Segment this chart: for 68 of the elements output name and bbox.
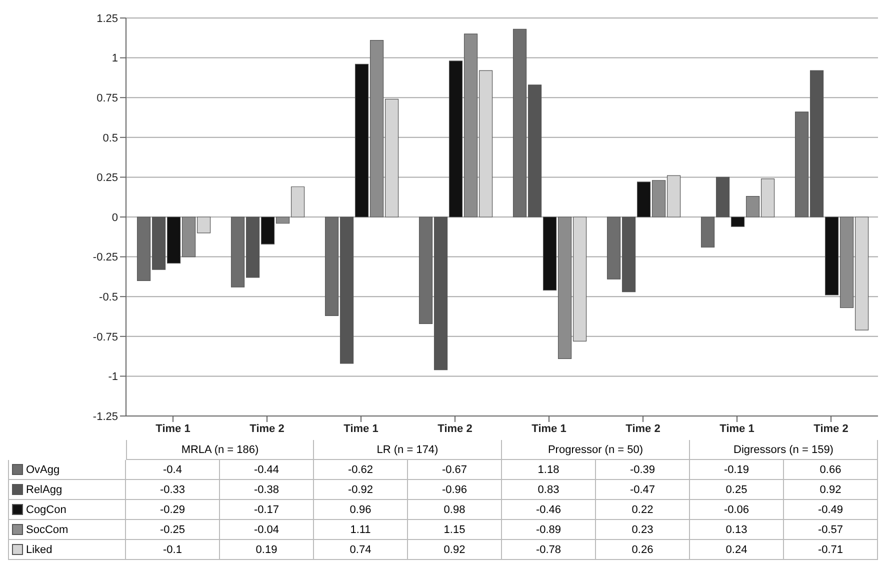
- x-tick-label: Time 2: [250, 422, 284, 435]
- legend-label: SocCom: [26, 522, 68, 538]
- data-label: -0.17: [220, 500, 314, 520]
- data-label: -0.44: [220, 460, 314, 480]
- x-tick-label: Time 2: [626, 422, 660, 435]
- data-label: 0.26: [596, 540, 690, 560]
- data-label: -0.1: [126, 540, 220, 560]
- y-tick-label: -0.25: [92, 252, 118, 264]
- y-tick-label: 0.75: [96, 92, 118, 105]
- data-label: 0.92: [408, 540, 502, 560]
- legend-label: CogCon: [26, 502, 66, 518]
- x-tick-label: Time 2: [814, 422, 848, 435]
- data-label: -0.47: [596, 480, 690, 500]
- x-tick-label: Time 1: [344, 422, 378, 435]
- x-tick-label: Time 2: [438, 422, 472, 435]
- data-label: 0.22: [596, 500, 690, 520]
- y-tick-label: 0.25: [96, 172, 118, 184]
- data-label: -0.96: [408, 480, 502, 500]
- data-label: -0.25: [126, 520, 220, 540]
- legend-label: OvAgg: [26, 462, 60, 478]
- y-tick-label: -0.5: [99, 292, 118, 304]
- data-label: -0.46: [502, 500, 596, 520]
- data-label: 0.96: [314, 500, 408, 520]
- data-label: 1.15: [408, 520, 502, 540]
- data-label: 1.11: [314, 520, 408, 540]
- data-label: -0.29: [126, 500, 220, 520]
- text: LR (n = 174): [314, 440, 502, 460]
- y-tick-label: 0.5: [102, 132, 118, 144]
- data-label: -0.19: [690, 460, 784, 480]
- data-label: 0.66: [784, 460, 878, 480]
- y-tick-label: 0: [112, 212, 118, 224]
- data-label: 0.25: [690, 480, 784, 500]
- data-label: -0.67: [408, 460, 502, 480]
- x-tick-label: Time 1: [532, 422, 566, 435]
- data-label: 0.24: [690, 540, 784, 560]
- data-label: -0.71: [784, 540, 878, 560]
- x-tick-label: Time 1: [720, 422, 754, 435]
- text: MRLA (n = 186): [126, 440, 314, 460]
- data-label: -0.38: [220, 480, 314, 500]
- data-label: 0.98: [408, 500, 502, 520]
- data-label: -0.06: [690, 500, 784, 520]
- x-tick-label: Time 1: [156, 422, 190, 435]
- data-label: -0.89: [502, 520, 596, 540]
- data-label: -0.49: [784, 500, 878, 520]
- data-label: 0.19: [220, 540, 314, 560]
- data-label: 0.23: [596, 520, 690, 540]
- y-tick-label: 1: [112, 52, 118, 65]
- y-tick-label: -0.75: [92, 331, 118, 344]
- data-label: 0.83: [502, 480, 596, 500]
- data-label: -0.62: [314, 460, 408, 480]
- text: Digressors (n = 159): [690, 440, 878, 460]
- data-label: 1.18: [502, 460, 596, 480]
- data-label: -0.57: [784, 520, 878, 540]
- data-label: 0.74: [314, 540, 408, 560]
- data-label: -0.92: [314, 480, 408, 500]
- legend-label: RelAgg: [26, 482, 62, 498]
- data-label: -0.04: [220, 520, 314, 540]
- data-label: -0.33: [126, 480, 220, 500]
- text: Progressor (n = 50): [502, 440, 690, 460]
- legend-label: Liked: [26, 542, 52, 558]
- y-tick-label: -1: [108, 371, 118, 384]
- data-label: 0.92: [784, 480, 878, 500]
- data-label: 0.13: [690, 520, 784, 540]
- data-label: -0.78: [502, 540, 596, 560]
- data-label: -0.39: [596, 460, 690, 480]
- data-label: -0.4: [126, 460, 220, 480]
- y-tick-label: -1.25: [92, 410, 118, 423]
- y-tick-label: 1.25: [96, 12, 118, 25]
